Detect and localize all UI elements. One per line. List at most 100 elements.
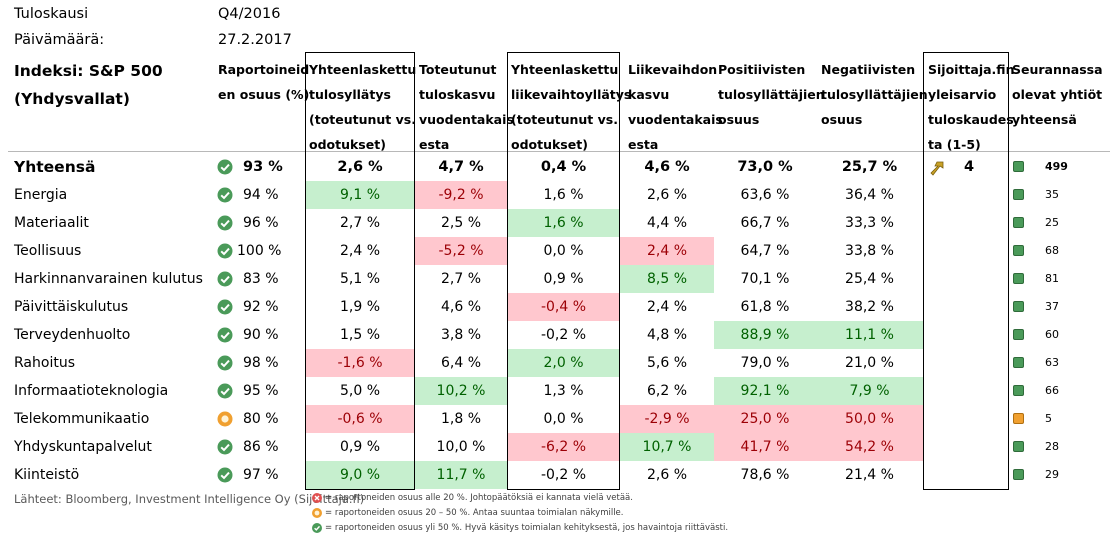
reporting-share: 95 % — [243, 383, 279, 399]
orange-circle-icon — [312, 508, 322, 518]
cell-pos: 66,7 % — [740, 215, 790, 231]
reporting-share: 97 % — [243, 467, 279, 483]
cell-eps-g: 11,7 % — [415, 461, 507, 489]
frame-eps-surprise — [305, 52, 415, 490]
cell-pos: 64,7 % — [740, 243, 790, 259]
green-status-square-icon — [1013, 217, 1024, 228]
cell-pos: 92,1 % — [714, 377, 816, 405]
green-status-square-icon — [1013, 385, 1024, 396]
header-companies: Seurannassa olevat yhtiöt yhteensä — [1012, 62, 1103, 127]
cell-neg: 7,9 % — [816, 377, 923, 405]
reporting-share: 80 % — [243, 411, 279, 427]
company-count: 5 — [1045, 412, 1052, 425]
green-check-icon — [217, 271, 233, 287]
cell-neg: 50,0 % — [816, 405, 923, 433]
cell-rev-s: 1,6 % — [543, 187, 584, 203]
cell-rev-g: 4,6 % — [644, 159, 690, 175]
sector-name: Harkinnanvarainen kulutus — [14, 271, 203, 287]
green-status-square-icon — [1013, 469, 1024, 480]
reporting-share: 94 % — [243, 187, 279, 203]
cell-pos: 70,1 % — [740, 271, 790, 287]
green-status-square-icon — [1013, 329, 1024, 340]
source-note: Lähteet: Bloomberg, Investment Intellige… — [14, 492, 365, 506]
cell-eps-s: 2,6 % — [337, 159, 383, 175]
reporting-share: 83 % — [243, 271, 279, 287]
reporting-share: 92 % — [243, 299, 279, 315]
table-row: Kiinteistö 97 % 9,0 % 11,7 % -0,2 % 2,6 % 78,6… — [0, 461, 1115, 489]
company-count: 66 — [1045, 384, 1059, 397]
period-value: Q4/2016 — [218, 6, 281, 22]
green-check-icon — [217, 467, 233, 483]
table-row: Rahoitus 98 % -1,6 % 6,4 % 2,0 % 5,6 % 79,0 % 2… — [0, 349, 1115, 377]
cell-eps-g: -9,2 % — [415, 181, 507, 209]
cell-rev-s: -0,2 % — [540, 327, 587, 343]
cell-eps-s: 1,5 % — [339, 327, 381, 343]
green-status-square-icon — [1013, 441, 1024, 452]
cell-rev-s: -0,2 % — [540, 467, 587, 483]
company-count: 35 — [1045, 188, 1059, 201]
green-check-icon — [312, 523, 322, 533]
frame-rev-surprise — [507, 52, 620, 490]
table-row: Harkinnanvarainen kulutus 83 % 5,1 % 2,7 % 0… — [0, 265, 1115, 293]
cell-neg: 21,0 % — [845, 355, 894, 371]
header-positive: Positiivisten tulosyllättäjien osuus — [718, 62, 825, 127]
table-row: Terveydenhuolto 90 % 1,5 % 3,8 % -0,2 % 4,8 %… — [0, 321, 1115, 349]
cell-rev-g: -2,9 % — [620, 405, 714, 433]
green-check-icon — [217, 327, 233, 343]
date-label: Päivämäärä: — [14, 32, 105, 48]
green-status-square-icon — [1013, 301, 1024, 312]
reporting-share: 100 % — [237, 243, 282, 259]
cell-eps-s: 9,1 % — [305, 181, 415, 209]
cell-eps-s: -1,6 % — [305, 349, 415, 377]
sector-name: Materiaalit — [14, 215, 89, 231]
cell-rev-s: 0,4 % — [540, 159, 587, 175]
cell-rev-g: 8,5 % — [620, 265, 714, 293]
table-row: Telekommunikaatio 80 % -0,6 % 1,8 % 0,0 % -2,… — [0, 405, 1115, 433]
arrow-up-right-icon — [928, 158, 946, 176]
orange-status-square-icon — [1013, 413, 1024, 424]
cell-pos: 73,0 % — [737, 159, 793, 175]
reporting-share: 86 % — [243, 439, 279, 455]
green-check-icon — [217, 355, 233, 371]
cell-eps-s: 2,4 % — [339, 243, 381, 259]
index-country: (Yhdysvallat) — [14, 90, 130, 108]
cell-rev-g: 4,4 % — [646, 215, 688, 231]
cell-neg: 25,4 % — [845, 271, 894, 287]
cell-rev-g: 10,7 % — [620, 433, 714, 461]
green-check-icon — [217, 215, 233, 231]
cell-rev-g: 4,8 % — [646, 327, 688, 343]
sector-name: Terveydenhuolto — [14, 327, 131, 343]
cell-eps-s: 5,1 % — [339, 271, 381, 287]
cell-eps-g: -5,2 % — [415, 237, 507, 265]
company-count: 29 — [1045, 468, 1059, 481]
sector-name: Teollisuus — [14, 243, 82, 259]
green-status-square-icon — [1013, 273, 1024, 284]
cell-rev-g: 2,6 % — [646, 467, 688, 483]
cell-neg: 25,7 % — [841, 159, 898, 175]
company-count: 37 — [1045, 300, 1059, 313]
reporting-share: 98 % — [243, 355, 279, 371]
cell-neg: 21,4 % — [845, 467, 894, 483]
orange-status-icon — [217, 411, 233, 427]
cell-neg: 38,2 % — [845, 299, 894, 315]
cell-rev-g: 6,2 % — [646, 383, 688, 399]
company-count: 28 — [1045, 440, 1059, 453]
date-value: 27.2.2017 — [218, 32, 292, 48]
cell-eps-g: 3,8 % — [440, 327, 482, 343]
cell-rev-s: 0,0 % — [543, 243, 584, 259]
cell-pos: 63,6 % — [740, 187, 790, 203]
green-check-icon — [217, 159, 233, 175]
company-count: 81 — [1045, 272, 1059, 285]
cell-pos: 41,7 % — [714, 433, 816, 461]
cell-rev-g: 2,6 % — [646, 187, 688, 203]
cell-eps-s: -0,6 % — [305, 405, 415, 433]
cell-eps-g: 10,2 % — [415, 377, 507, 405]
table-row: Informaatioteknologia 95 % 5,0 % 10,2 % 1,3 … — [0, 377, 1115, 405]
cell-eps-g: 4,7 % — [438, 159, 484, 175]
green-check-icon — [217, 299, 233, 315]
cell-rev-s: -0,4 % — [507, 293, 620, 321]
reporting-share: 90 % — [243, 327, 279, 343]
cell-eps-g: 4,6 % — [440, 299, 482, 315]
company-count: 25 — [1045, 216, 1059, 229]
reporting-share: 93 % — [243, 159, 283, 175]
